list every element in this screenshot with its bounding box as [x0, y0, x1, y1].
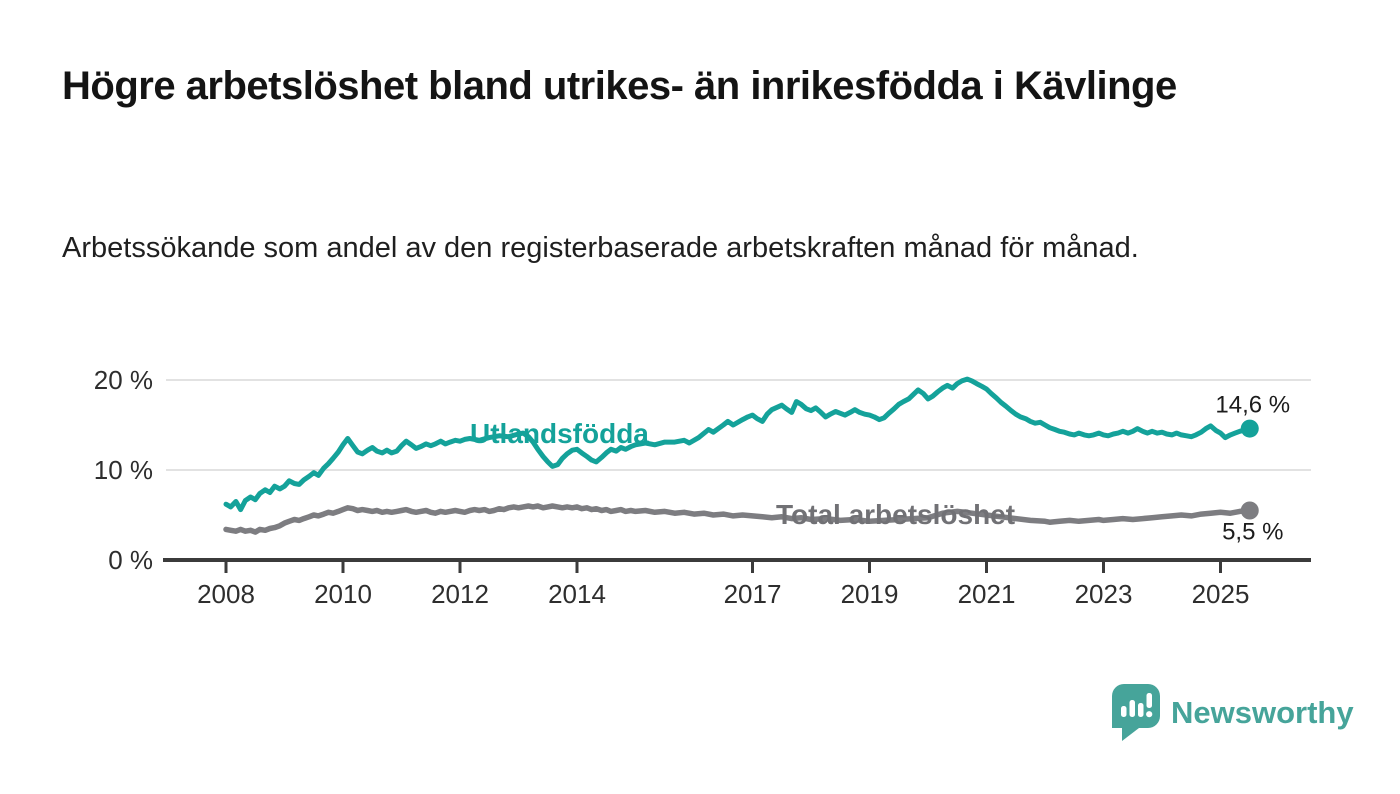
series-line-utlandsfodda [223, 376, 1253, 513]
series-label-total: Total arbetslöshet [776, 499, 1015, 530]
y-tick-label: 20 % [94, 365, 153, 395]
x-tick-label: 2021 [958, 579, 1016, 609]
series-label-utlandsfodda: Utlandsfödda [470, 418, 649, 449]
newsworthy-logo-text: Newsworthy [1171, 694, 1354, 730]
series-end-dot-utlandsfodda [1240, 419, 1259, 438]
page-title: Högre arbetslöshet bland utrikes- än inr… [62, 64, 1177, 108]
y-tick-label: 10 % [94, 455, 153, 485]
series-end-value-utlandsfodda: 14,6 % [1215, 392, 1290, 419]
series-line-total [223, 503, 1253, 535]
x-tick-label: 2014 [548, 579, 606, 609]
x-tick-label: 2019 [841, 579, 899, 609]
x-tick-label: 2025 [1192, 579, 1250, 609]
newsworthy-logo-icon [1112, 684, 1160, 741]
chart-subtitle: Arbetssökande som andel av den registerb… [62, 232, 1139, 264]
series-end-value-total: 5,5 % [1222, 519, 1283, 546]
x-tick-label: 2012 [431, 579, 489, 609]
y-tick-label: 0 % [108, 545, 153, 575]
x-tick-label: 2008 [197, 579, 255, 609]
series-end-dot-total [1240, 501, 1259, 520]
x-tick-label: 2023 [1075, 579, 1133, 609]
x-tick-label: 2017 [724, 579, 782, 609]
newsworthy-logo: Newsworthy [1112, 684, 1354, 741]
x-tick-label: 2010 [314, 579, 372, 609]
